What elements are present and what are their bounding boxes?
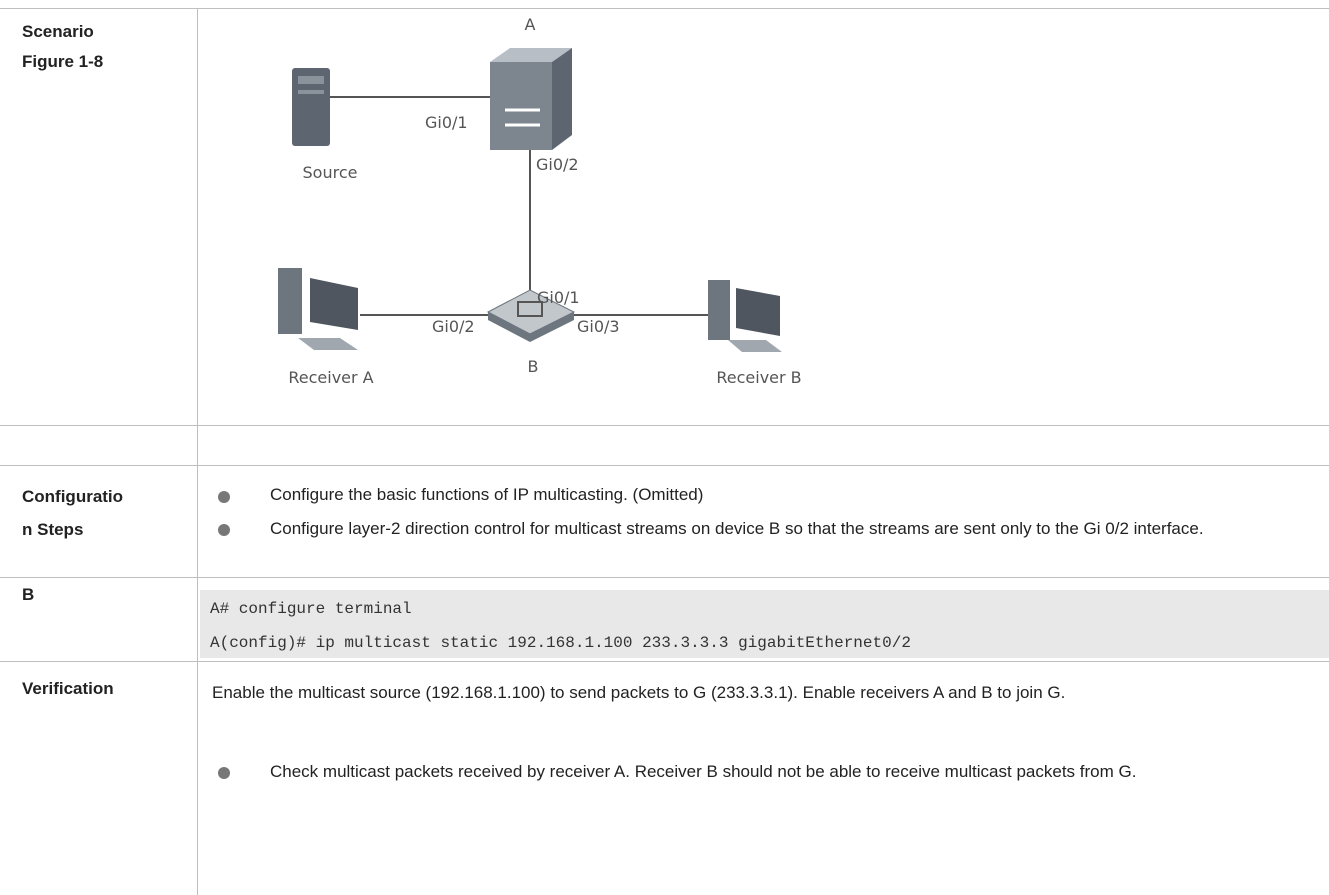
row-label: Verification (22, 679, 114, 698)
switch-b (486, 289, 576, 342)
code-line: A# configure terminal (210, 600, 412, 618)
node-label: Receiver A (288, 368, 373, 387)
node-label: Source (303, 163, 358, 182)
code-line: A(config)# ip multicast static 192.168.1… (210, 634, 911, 652)
port-label: Gi0/2 (536, 155, 579, 174)
links (330, 96, 708, 316)
node-label: Receiver B (716, 368, 801, 387)
row-border (0, 8, 1329, 9)
port-label: Gi0/1 (537, 288, 580, 307)
network-diagram: A Source B Receiver A Receiver B Gi0/1 G… (278, 15, 802, 387)
row-label: B (22, 585, 35, 604)
node-label: A (525, 15, 536, 34)
bullet-text: Configure the basic functions of IP mult… (270, 485, 704, 504)
code-block: A# configure terminal A(config)# ip mult… (200, 590, 1329, 658)
bullet-text: Configure layer-2 direction control for … (270, 519, 1204, 538)
row-border (0, 661, 1329, 662)
bullet (218, 491, 230, 503)
row-label: Figure 1-8 (22, 52, 104, 71)
row-label: Configuratio (22, 487, 124, 506)
node-label: B (528, 357, 539, 376)
column-border (197, 8, 198, 895)
port-label: Gi0/1 (425, 113, 468, 132)
port-label: Gi0/3 (577, 317, 620, 336)
row-border (0, 465, 1329, 466)
row-border (0, 425, 1329, 426)
row-label: Scenario (22, 22, 94, 41)
bullet-text: Check multicast packets received by rece… (270, 762, 1137, 781)
source-server (292, 68, 330, 146)
router-a (490, 48, 572, 150)
bullet (218, 767, 230, 779)
receiver-a-pc (278, 268, 358, 350)
receiver-b-pc (708, 280, 782, 352)
row-border (0, 577, 1329, 578)
port-label: Gi0/2 (432, 317, 475, 336)
paragraph: Enable the multicast source (192.168.1.1… (212, 683, 1066, 702)
bullet (218, 524, 230, 536)
row-label: n Steps (22, 520, 84, 539)
